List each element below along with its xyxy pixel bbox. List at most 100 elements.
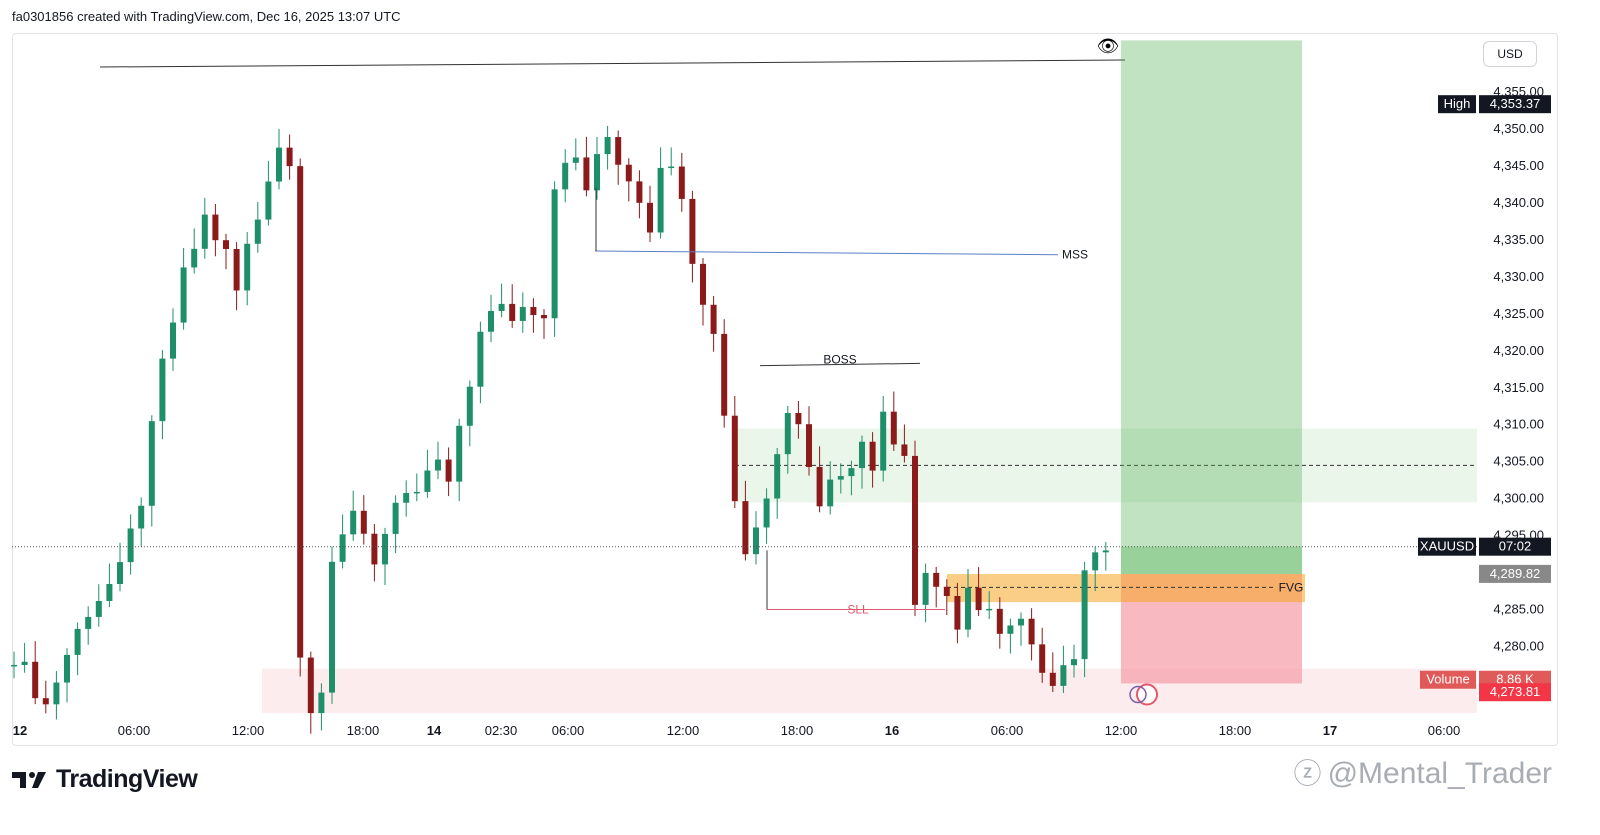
price-label-tag [1438,95,1476,114]
candle [710,295,717,352]
candle [721,319,728,428]
x-tick-label: 18:00 [781,723,814,738]
y-tick-label: 4,310.00 [1493,417,1544,432]
candle [138,497,145,547]
candle-body [233,248,240,291]
annotation-mss: MSS [1062,248,1088,262]
candle [1007,618,1014,654]
tradingview-logo[interactable]: TradingView [12,765,198,794]
candle [700,257,706,326]
price-label-name: Volume [1426,672,1469,687]
candle [488,294,494,343]
candle-body [678,166,685,199]
candle [254,201,261,253]
candle [95,584,102,627]
candle-body [382,533,388,565]
candle [201,197,208,259]
x-tick-label: 14 [427,723,442,738]
y-tick-label: 4,280.00 [1493,638,1544,653]
candle-body [1018,618,1024,626]
candle [572,138,579,171]
candle [795,400,802,439]
candle-body [636,181,643,203]
candle-body [307,657,314,714]
candle [837,463,844,494]
candle [1039,627,1046,683]
candle-body [42,698,49,705]
candle-body [254,219,261,244]
candle [1081,561,1088,678]
price-label-box [1479,683,1551,702]
candle-body [1071,659,1077,666]
candle-body [975,587,982,611]
candle-body [424,470,431,492]
candle [922,563,929,623]
price-label: 4,289.82 [1479,564,1551,583]
candle-body [477,331,484,387]
candle [191,228,198,274]
candle-body [159,358,166,422]
candle [604,125,611,170]
eye-icon[interactable]: 👁 [1097,36,1120,56]
candle-body [95,600,102,617]
currency-button[interactable]: USD [1483,41,1537,67]
candle-body [700,263,706,305]
candle [1092,546,1099,592]
y-tick-label: 4,350.00 [1493,121,1544,136]
candle [276,128,282,190]
candle [731,396,738,509]
candle-body [784,413,791,455]
candle [986,591,993,620]
candle-body [360,510,367,534]
y-tick-label: 4,285.00 [1493,602,1544,617]
candle [21,642,28,673]
candle-body [933,572,940,587]
candle-body [117,562,123,585]
x-tick-label: 18:00 [347,723,380,738]
candle [848,460,855,496]
candle [32,641,39,705]
candle-body [795,413,802,425]
candle-body [572,157,579,163]
candle [180,247,187,330]
tradingview-logo-text: TradingView [56,765,198,793]
diagonal-trend-line[interactable] [99,59,1126,68]
price-label-value: 07:02 [1499,539,1532,554]
candle-body [223,240,229,249]
watermark-text: @Mental_Trader [1327,757,1552,790]
candle [382,527,388,585]
candle [541,309,547,339]
candle [625,158,632,202]
candle [435,441,441,480]
mss-line [594,250,1059,256]
candle [530,298,537,333]
candle [286,134,293,180]
y-tick-label: 4,335.00 [1493,232,1544,247]
candle [943,579,950,615]
x-tick-label: 16 [885,723,899,738]
price-label-value: 8.86 K [1496,672,1534,687]
candle [678,152,685,212]
candle [668,147,675,176]
price-label-box [1479,564,1551,583]
x-tick-label: 12:00 [232,723,265,738]
candle-body [604,137,611,155]
price-label: 4,273.81 [1479,683,1551,702]
candle-body [488,311,494,332]
chart-attribution: fa0301856 created with TradingView.com, … [12,9,401,24]
candle [265,160,272,226]
candle-body [806,424,812,467]
candle-body [329,561,335,693]
candle-body [1039,644,1046,673]
candle-body [318,692,325,714]
candle-body [753,527,759,555]
candle [212,204,219,257]
candle-body [1092,552,1099,571]
y-tick-label: 4,300.00 [1493,491,1544,506]
candle [424,449,431,498]
candle-body [657,167,664,233]
candle-body [297,166,304,658]
candle [519,292,526,333]
candle [827,461,834,515]
